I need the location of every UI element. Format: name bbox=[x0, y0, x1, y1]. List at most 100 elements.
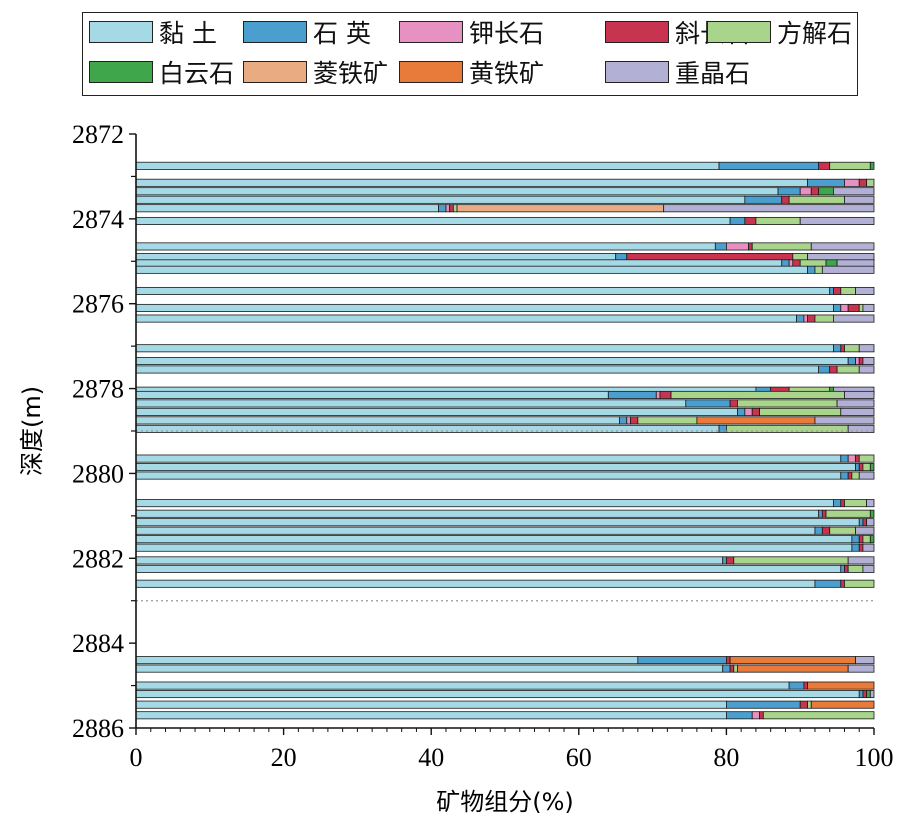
bar-segment bbox=[637, 656, 727, 665]
bar-segment bbox=[135, 509, 820, 518]
bar-segment bbox=[135, 204, 439, 213]
bar-segment bbox=[847, 424, 875, 433]
bar-segment bbox=[840, 344, 845, 353]
bar-segment bbox=[818, 365, 831, 374]
bar-segment bbox=[751, 711, 761, 720]
legend-swatch bbox=[707, 21, 771, 43]
bar-segment bbox=[862, 690, 868, 699]
bar-segment bbox=[135, 216, 731, 225]
bar-segment bbox=[807, 700, 812, 709]
bar-segment bbox=[135, 242, 716, 251]
bar-segment bbox=[862, 303, 875, 312]
bar-segment bbox=[744, 216, 757, 225]
x-tick-label: 0 bbox=[130, 743, 143, 772]
bar-segment bbox=[862, 543, 875, 552]
bar-segment bbox=[818, 161, 831, 170]
bar-segment bbox=[618, 416, 628, 425]
bar-segment bbox=[751, 407, 761, 416]
bar-segment bbox=[862, 356, 875, 365]
bar-segment bbox=[135, 535, 853, 544]
bar-segment bbox=[452, 204, 458, 213]
legend-item: 方解石 bbox=[707, 17, 852, 48]
bar-segment bbox=[655, 390, 661, 399]
bar-segment bbox=[803, 681, 808, 690]
bar-segment bbox=[759, 407, 842, 416]
bar-segment bbox=[135, 471, 842, 480]
bar-segment bbox=[445, 204, 451, 213]
bar-segment bbox=[799, 700, 808, 709]
bar-segment bbox=[840, 286, 856, 295]
bar-segment bbox=[135, 700, 727, 709]
bar-segment bbox=[821, 265, 875, 274]
bar-segment bbox=[726, 700, 801, 709]
bar-segment bbox=[833, 499, 842, 508]
bar-segment bbox=[862, 518, 868, 527]
bar-segment bbox=[840, 499, 845, 508]
bar-segment bbox=[833, 344, 842, 353]
bar-segment bbox=[788, 195, 845, 204]
bar-segment bbox=[670, 390, 845, 399]
bar-segment bbox=[788, 681, 805, 690]
bar-segment bbox=[135, 195, 746, 204]
bar-segment bbox=[729, 399, 738, 408]
bar-segment bbox=[829, 286, 834, 295]
bar-segment bbox=[847, 356, 856, 365]
bar-segment bbox=[821, 509, 827, 518]
bar-segment bbox=[135, 365, 820, 374]
bar-segment bbox=[858, 463, 864, 472]
bar-segment bbox=[744, 195, 783, 204]
bar-segment bbox=[818, 509, 823, 518]
bar-segment bbox=[135, 518, 860, 527]
bar-segment bbox=[814, 314, 834, 323]
legend-swatch bbox=[399, 61, 463, 83]
bar-segment bbox=[840, 471, 849, 480]
bar-segment bbox=[855, 526, 875, 535]
bar-segment bbox=[833, 303, 842, 312]
bar-segment bbox=[135, 161, 720, 170]
bar-segment bbox=[796, 314, 805, 323]
bar-segment bbox=[663, 204, 875, 213]
bar-segment bbox=[869, 161, 875, 170]
bar-segment bbox=[449, 204, 454, 213]
bar-segment bbox=[759, 711, 764, 720]
bar-segment bbox=[729, 216, 746, 225]
bar-segment bbox=[607, 390, 657, 399]
legend-swatch bbox=[89, 61, 153, 83]
bar-segment bbox=[135, 344, 834, 353]
bar-group bbox=[135, 161, 875, 720]
bar-segment bbox=[847, 454, 856, 463]
bar-segment bbox=[814, 579, 842, 588]
bar-segment bbox=[858, 356, 864, 365]
bar-segment bbox=[135, 564, 842, 573]
bar-segment bbox=[810, 700, 875, 709]
bar-segment bbox=[135, 178, 808, 187]
bar-segment bbox=[862, 564, 875, 573]
bar-segment bbox=[858, 178, 868, 187]
legend-swatch bbox=[399, 21, 463, 43]
bar-segment bbox=[847, 556, 875, 565]
bar-segment bbox=[851, 535, 860, 544]
bar-segment bbox=[748, 242, 753, 251]
bar-segment bbox=[855, 356, 860, 365]
bar-segment bbox=[847, 564, 864, 573]
bar-segment bbox=[858, 454, 875, 463]
legend-label: 白云石 bbox=[159, 59, 235, 88]
bar-segment bbox=[840, 407, 875, 416]
legend: 黏 土石 英钾长石斜长石方解石白云石菱铁矿黄铁矿重晶石 bbox=[82, 12, 858, 96]
bar-segment bbox=[840, 454, 849, 463]
bar-segment bbox=[869, 535, 875, 544]
bar-segment bbox=[807, 681, 875, 690]
bar-segment bbox=[135, 416, 620, 425]
bar-segment bbox=[135, 556, 724, 565]
bar-segment bbox=[135, 690, 860, 699]
bar-segment bbox=[866, 178, 875, 187]
bar-segment bbox=[814, 526, 823, 535]
bar-segment bbox=[862, 535, 871, 544]
x-tick-label: 40 bbox=[418, 743, 444, 772]
y-axis-title: 深度(m) bbox=[18, 386, 46, 476]
bar-segment bbox=[858, 303, 864, 312]
bar-segment bbox=[833, 286, 842, 295]
bar-segment bbox=[866, 499, 875, 508]
bar-segment bbox=[726, 656, 731, 665]
